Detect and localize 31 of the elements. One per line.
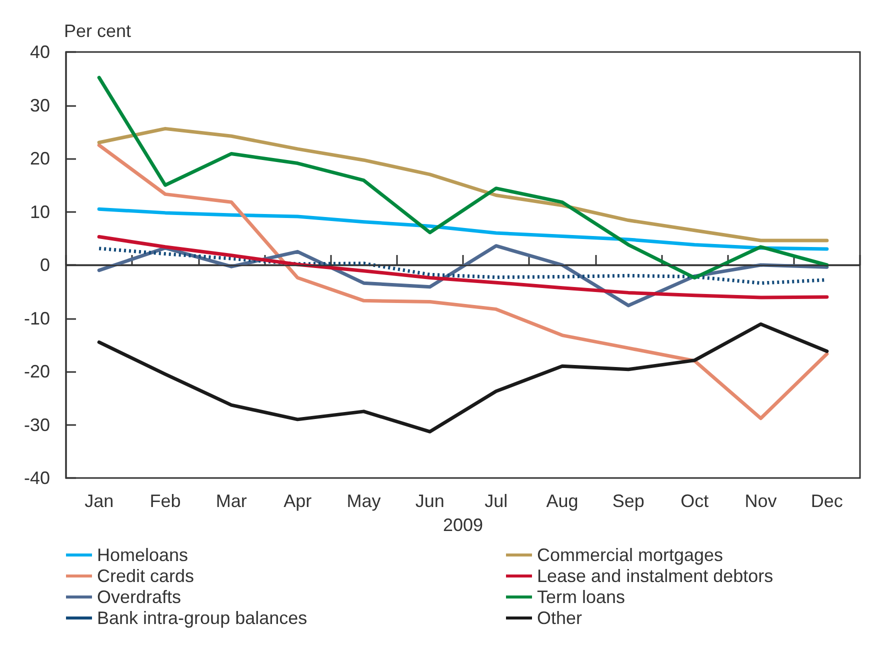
- legend-label: Commercial mortgages: [537, 545, 724, 565]
- x-tick-label: Oct: [680, 491, 709, 511]
- x-tick-label: Sep: [612, 491, 644, 511]
- y-tick-label: 20: [30, 148, 50, 168]
- x-tick-label: Mar: [216, 491, 247, 511]
- y-tick-label: 10: [30, 202, 50, 222]
- y-tick-label: -20: [24, 362, 50, 382]
- legend-label: Bank intra-group balances: [97, 608, 308, 628]
- y-tick-label: -30: [24, 414, 50, 435]
- y-tick-label: -40: [24, 468, 50, 488]
- y-tick-label: 40: [30, 42, 50, 62]
- x-tick-label: Apr: [284, 491, 312, 511]
- legend-label: Credit cards: [97, 566, 194, 586]
- legend-label: Term loans: [537, 587, 626, 607]
- x-tick-label: May: [346, 491, 381, 511]
- x-tick-label: Jun: [415, 491, 444, 511]
- x-axis-title: 2009: [442, 515, 484, 535]
- x-tick-label: Aug: [546, 491, 578, 511]
- x-tick-label: Feb: [150, 491, 181, 511]
- y-tick-label: 0: [40, 255, 50, 275]
- x-tick-label: Jul: [484, 491, 508, 511]
- y-axis-title: Per cent: [64, 21, 132, 41]
- legend-label: Overdrafts: [97, 587, 182, 607]
- legend-label: Homeloans: [97, 545, 188, 565]
- legend-label: Lease and instalment debtors: [537, 566, 774, 586]
- legend-label: Other: [537, 608, 582, 628]
- y-tick-label: -10: [24, 308, 50, 328]
- x-tick-label: Jan: [84, 491, 114, 511]
- x-tick-label: Nov: [744, 491, 777, 511]
- y-tick-label: 30: [30, 95, 50, 116]
- x-tick-label: Dec: [810, 491, 843, 511]
